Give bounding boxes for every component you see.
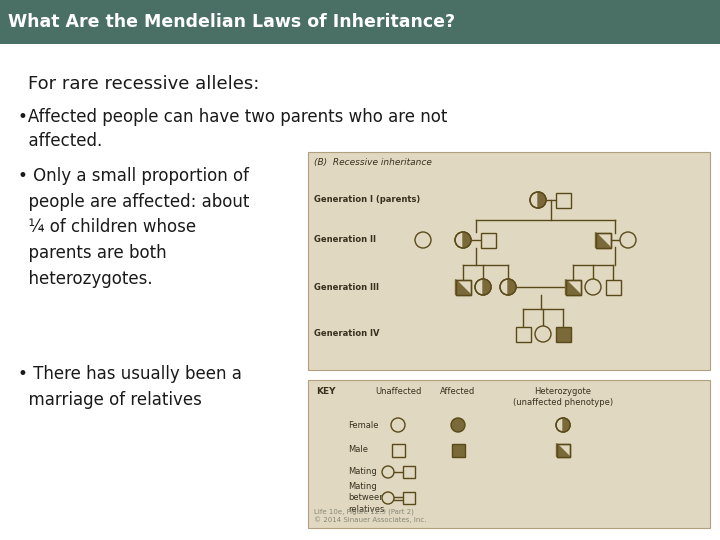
- Text: KEY: KEY: [316, 387, 336, 396]
- Circle shape: [535, 326, 551, 342]
- Polygon shape: [463, 232, 471, 248]
- Text: (B)  Recessive inheritance: (B) Recessive inheritance: [314, 158, 432, 167]
- Bar: [392, 443, 405, 456]
- Bar: [556, 192, 570, 207]
- Polygon shape: [508, 279, 516, 295]
- Polygon shape: [557, 443, 570, 456]
- Text: Unaffected: Unaffected: [375, 387, 421, 396]
- Bar: [595, 233, 611, 247]
- Circle shape: [530, 192, 546, 208]
- Circle shape: [382, 492, 394, 504]
- Text: Heterozygote
(unaffected phenotype): Heterozygote (unaffected phenotype): [513, 387, 613, 407]
- Text: Mating: Mating: [348, 468, 377, 476]
- Polygon shape: [538, 192, 546, 208]
- Text: • There has usually been a
  marriage of relatives: • There has usually been a marriage of r…: [18, 365, 242, 409]
- Text: Mating
between
relatives: Mating between relatives: [348, 482, 384, 514]
- Polygon shape: [565, 280, 580, 294]
- Bar: [451, 443, 464, 456]
- Text: What Are the Mendelian Laws of Inheritance?: What Are the Mendelian Laws of Inheritan…: [8, 13, 455, 31]
- Circle shape: [415, 232, 431, 248]
- Bar: [595, 233, 611, 247]
- Text: •Affected people can have two parents who are not
  affected.: •Affected people can have two parents wh…: [18, 108, 447, 150]
- Bar: [606, 280, 621, 294]
- Text: For rare recessive alleles:: For rare recessive alleles:: [28, 75, 259, 93]
- Polygon shape: [563, 418, 570, 432]
- Text: Generation I (parents): Generation I (parents): [314, 195, 420, 205]
- Circle shape: [455, 232, 471, 248]
- Polygon shape: [595, 233, 611, 247]
- Text: Generation III: Generation III: [314, 282, 379, 292]
- Circle shape: [556, 418, 570, 432]
- Bar: [308, 380, 710, 528]
- Bar: [403, 466, 415, 478]
- Bar: [556, 327, 570, 341]
- Bar: [480, 233, 495, 247]
- Circle shape: [475, 279, 491, 295]
- Text: • Only a small proportion of
  people are affected: about
  ¼ of children whose
: • Only a small proportion of people are …: [18, 167, 249, 288]
- Text: Male: Male: [348, 446, 368, 455]
- Bar: [557, 443, 570, 456]
- Bar: [456, 280, 470, 294]
- Bar: [516, 327, 531, 341]
- Bar: [456, 280, 470, 294]
- Bar: [0, 0, 720, 44]
- Bar: [308, 152, 710, 370]
- Circle shape: [391, 418, 405, 432]
- Bar: [565, 280, 580, 294]
- Text: Generation II: Generation II: [314, 235, 376, 245]
- Bar: [557, 443, 570, 456]
- Circle shape: [585, 279, 601, 295]
- Bar: [565, 280, 580, 294]
- Polygon shape: [456, 280, 470, 294]
- Bar: [403, 492, 415, 504]
- Text: Generation IV: Generation IV: [314, 329, 379, 339]
- Circle shape: [500, 279, 516, 295]
- Circle shape: [620, 232, 636, 248]
- Text: Affected: Affected: [441, 387, 476, 396]
- Text: Life 10e, Figure 12.9 (Part 2)
© 2014 Sinauer Associates, Inc.: Life 10e, Figure 12.9 (Part 2) © 2014 Si…: [314, 509, 426, 523]
- Circle shape: [451, 418, 465, 432]
- Circle shape: [382, 466, 394, 478]
- Text: Female: Female: [348, 421, 379, 429]
- Polygon shape: [483, 279, 491, 295]
